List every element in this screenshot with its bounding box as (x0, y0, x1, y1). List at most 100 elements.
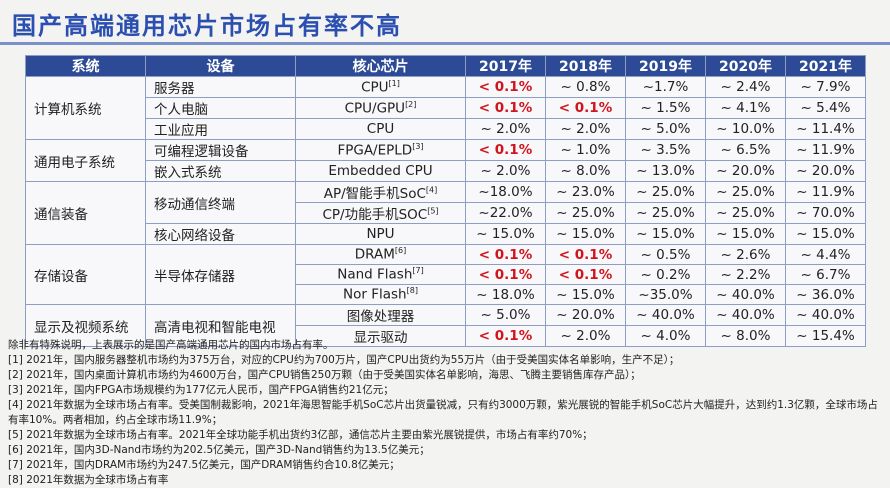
note-line: [8] 2021年数据为全球市场占有率 (8, 474, 169, 486)
share-value: ~ 20.0% (705, 160, 786, 182)
chip-cell: CPU/GPU[2] (295, 97, 466, 119)
device-cell: 工业应用 (145, 118, 296, 140)
share-value: < 0.1% (545, 264, 626, 285)
chip-name: NPU (366, 226, 395, 242)
share-value: ~ 8.0% (545, 160, 626, 182)
share-value: ~ 25.0% (705, 181, 786, 203)
share-value: < 0.1% (465, 97, 546, 119)
share-value: < 0.1% (545, 244, 626, 265)
share-value: ~ 4.4% (785, 244, 866, 265)
system-cell: 通用电子系统 (25, 139, 146, 182)
share-value: ~ 0.5% (625, 244, 706, 265)
table-row: 通用电子系统 可编程逻辑设备 FPGA/EPLD[3] < 0.1% ~ 1.0% ~ 3… (25, 139, 866, 182)
footnote-ref: [6] (394, 246, 407, 256)
footnote-ref: [7] (412, 266, 424, 276)
chip-name: DRAM (354, 246, 395, 263)
chip-cell: NPU (295, 223, 466, 245)
footnote-ref: [1] (388, 78, 400, 88)
share-value: ~ 4.1% (705, 97, 786, 119)
chip-cell: Nor Flash[8] (295, 284, 466, 305)
chip-cell: DRAM[6] (295, 244, 466, 265)
share-value: ~ 40.0% (625, 304, 706, 326)
column-header: 系统 (25, 55, 146, 77)
chip-cell: 图像处理器 (295, 304, 466, 326)
title-rule (0, 42, 890, 45)
notes: 除非有特殊说明，上表展示的是国产高端通用芯片的国内市场占有率。 [1] 2021年… (8, 338, 878, 488)
device-cell: 服务器 (145, 76, 296, 98)
device-cell: 移动通信终端 (145, 181, 296, 224)
share-value: ~ 2.4% (705, 76, 786, 98)
note-line: 除非有特殊说明，上表展示的是国产高端通用芯片的国内市场占有率。 (8, 339, 334, 351)
share-value: ~ 13.0% (625, 160, 706, 182)
footnote-ref: [5] (427, 206, 439, 216)
device-cell: 半导体存储器 (145, 244, 296, 305)
chip-name: 显示驱动 (353, 330, 408, 346)
device-cell: 个人电脑 (145, 97, 296, 119)
share-value: < 0.1% (545, 97, 626, 119)
footnote-ref: [3] (412, 141, 424, 151)
title: 国产高端通用芯片市场占有率不高 (12, 12, 402, 40)
share-value: ~ 5.0% (465, 304, 546, 326)
share-value: ~ 23.0% (545, 181, 626, 203)
table-row: 核心网络设备 NPU ~ 15.0% ~ 15.0% ~ 15.0% ~ 15.0% ~ 1… (26, 223, 866, 245)
chip-name: 图像处理器 (346, 309, 415, 325)
system-cell: 计算机系统 (25, 76, 146, 140)
share-value: ~ 15.0% (785, 223, 866, 245)
chip-name: Nand Flash (337, 266, 413, 283)
share-value: ~ 5.4% (785, 97, 866, 119)
device-cell: 高清电视和智能电视 (145, 304, 296, 347)
share-value: ~ 8.0% (705, 325, 786, 347)
share-value: < 0.1% (465, 244, 546, 265)
share-value: ~ 20.0% (785, 160, 866, 182)
footnote-ref: [2] (405, 99, 417, 109)
column-header: 2019年 (625, 55, 706, 77)
share-value: ~ 25.0% (625, 202, 706, 224)
table-row: 通信装备 移动通信终端 AP/智能手机SoC[4] ~18.0% ~ 23.0% ~ 25… (25, 181, 866, 245)
chip-cell: Nand Flash[7] (295, 264, 466, 285)
chip-cell: FPGA/EPLD[3] (295, 139, 466, 161)
chip-name: AP/智能手机SoC (323, 186, 426, 202)
table-row: 工业应用 CPU ~ 2.0% ~ 2.0% ~ 5.0% ~ 10.0% ~ 11.4% (26, 118, 866, 140)
note-line: [4] 2021年数据为全球市场占有率。受美国制裁影响，2021年海思智能手机S… (8, 399, 878, 426)
share-value: ~22.0% (465, 202, 546, 224)
share-value: ~ 2.0% (545, 118, 626, 140)
table-row: 计算机系统 服务器 CPU[1] < 0.1% ~ 0.8% ~1.7% ~ 2.4% ~ 7… (25, 76, 866, 140)
column-header: 2021年 (785, 55, 866, 77)
share-value: ~ 25.0% (705, 202, 786, 224)
share-value: ~35.0% (625, 284, 706, 305)
share-value: < 0.1% (465, 264, 546, 285)
page: 国产高端通用芯片市场占有率不高 系统 设备 核心芯片 2017年 2018年 2019年 2… (0, 12, 890, 486)
note-line: [7] 2021年，国内DRAM市场约为247.5亿美元，国产DRAM销售约合1… (8, 459, 400, 471)
share-value: ~ 6.7% (785, 264, 866, 285)
table-row: 嵌入式系统 Embedded CPU ~ 2.0% ~ 8.0% ~ 13.0% ~ 20… (26, 160, 866, 182)
chip-cell: 显示驱动 (295, 325, 466, 347)
note-line: [1] 2021年，国内服务器整机市场约为375万台，对应的CPU约为700万片… (8, 354, 680, 366)
share-value: ~ 7.9% (785, 76, 866, 98)
system-cell: 通信装备 (25, 181, 146, 245)
chip-name: FPGA/EPLD (337, 142, 413, 159)
share-value: ~ 11.9% (785, 139, 866, 161)
share-value: ~ 15.0% (625, 223, 706, 245)
chip-cell: CPU[1] (295, 76, 466, 98)
share-value: ~ 20.0% (545, 304, 626, 326)
chip-cell: Embedded CPU (295, 160, 466, 182)
column-header: 2017年 (465, 55, 546, 77)
share-value: ~ 36.0% (785, 284, 866, 305)
share-value: ~ 40.0% (705, 304, 786, 326)
share-value: ~ 2.0% (465, 160, 546, 182)
share-value: ~ 0.2% (625, 264, 706, 285)
share-value: ~ 70.0% (785, 202, 866, 224)
share-value: ~ 5.0% (625, 118, 706, 140)
table-row: 显示驱动 < 0.1% ~ 2.0% ~ 4.0% ~ 8.0% ~ 15.4% (26, 325, 866, 347)
note-line: [6] 2021年，国内3D-Nand市场约为202.5亿美元，国产3D-Nan… (8, 444, 430, 456)
system-cell: 存储设备 (25, 244, 146, 305)
share-value: ~ 25.0% (545, 202, 626, 224)
share-value: ~ 10.0% (705, 118, 786, 140)
share-value: ~ 3.5% (625, 139, 706, 161)
note-line: [2] 2021年，国内桌面计算机市场约为4600万台，国产CPU销售250万颗… (8, 369, 641, 381)
market-share-table: 系统 设备 核心芯片 2017年 2018年 2019年 2020年 2021年 计算机系统服… (25, 55, 866, 347)
share-value: ~ 15.0% (545, 223, 626, 245)
chip-name: Embedded CPU (328, 163, 433, 179)
share-value: ~ 40.0% (705, 284, 786, 305)
chip-name: Nor Flash (343, 286, 407, 303)
